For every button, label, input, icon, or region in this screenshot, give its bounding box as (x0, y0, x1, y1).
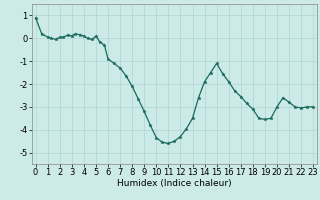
X-axis label: Humidex (Indice chaleur): Humidex (Indice chaleur) (117, 179, 232, 188)
